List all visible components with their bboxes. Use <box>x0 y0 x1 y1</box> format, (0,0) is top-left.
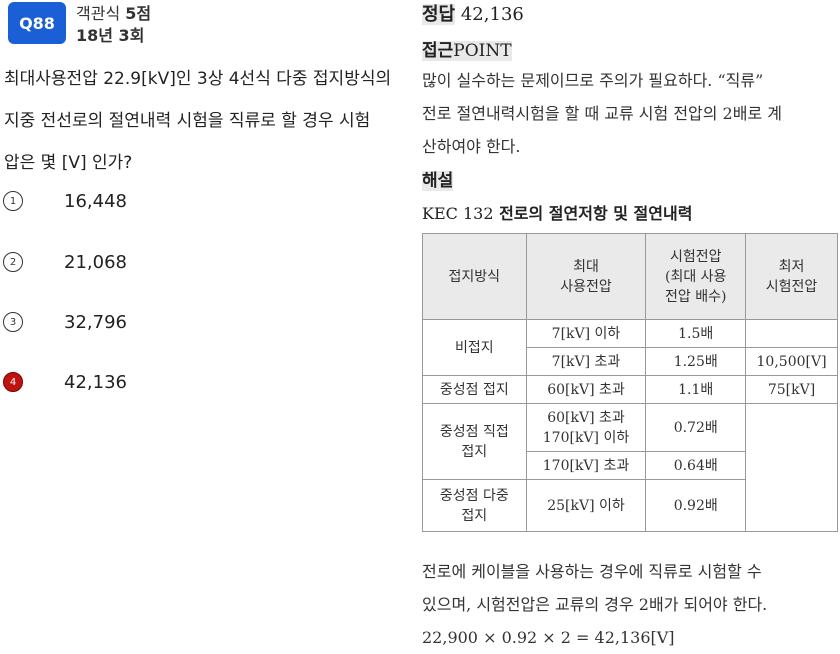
table-row: 중성점 접지 60[kV] 초과 1.1배 75[kV] <box>422 375 838 404</box>
header-max-voltage: 최대 사용전압 <box>525 233 647 320</box>
question-text: 최대사용전압 22.9[kV]인 3상 4선식 다중 접지방식의 지중 전선로의… <box>4 58 419 184</box>
approach-line: 전로 절연내력시험을 할 때 교류 시험 전압의 2배로 계 <box>422 104 782 123</box>
cell-voltage: 7[kV] 초과 <box>525 347 647 376</box>
choice-number-circle: 2 <box>3 252 23 272</box>
table-row: 7[kV] 초과 1.25배 10,500[V] <box>423 347 838 376</box>
cell-method: 중성점 다중 접지 <box>422 479 527 532</box>
header-test-voltage: 시험전압 (최대 사용 전압 배수) <box>645 233 747 320</box>
answer-line: 정답 42,136 <box>422 0 524 26</box>
cell-min <box>745 319 838 348</box>
cell-min-empty <box>745 403 838 532</box>
choice-value: 16,448 <box>64 190 127 212</box>
cell-method: 비접지 <box>422 319 527 376</box>
cell-multiple: 0.92배 <box>645 479 747 532</box>
header-min-voltage: 최저 시험전압 <box>745 233 838 320</box>
cell-multiple: 1.1배 <box>645 375 747 404</box>
cell-multiple: 1.25배 <box>645 347 747 376</box>
table-row: 비접지 7[kV] 이하 1.5배 <box>422 319 838 376</box>
cell-multiple: 1.5배 <box>645 319 747 348</box>
kec-title: KEC 132 전로의 절연저항 및 절연내력 <box>422 200 692 224</box>
insulation-test-table: 접지방식 최대 사용전압 시험전압 (최대 사용 전압 배수) 최저 시험전압 비접지 … <box>422 233 838 532</box>
cell-method: 중성점 직접 접지 <box>422 403 527 480</box>
explanation-line: 전로에 케이블을 사용하는 경우에 직류로 시험할 수 <box>422 562 762 581</box>
choice-value: 42,136 <box>64 371 127 393</box>
cell-multiple: 0.72배 <box>645 403 747 452</box>
explanation-heading: 해설 <box>422 166 454 191</box>
kec-code: KEC 132 <box>422 204 494 223</box>
cell-voltage: 170[kV] 초과 <box>525 451 647 480</box>
choice-number-circle: 1 <box>3 191 23 211</box>
approach-text: 많이 실수하는 문제이므로 주의가 필요하다. “직류” 전로 절연내력시험을 … <box>422 64 840 163</box>
question-line: 지중 전선로의 절연내력 시험을 직류로 할 경우 시험 <box>4 111 371 131</box>
approach-heading: 접근POINT <box>422 36 512 61</box>
approach-point: POINT <box>453 41 512 61</box>
explanation-label: 해설 <box>422 171 454 191</box>
table-row: 170[kV] 초과 0.64배 <box>423 451 838 480</box>
answer-value: 42,136 <box>460 4 524 25</box>
question-line: 압은 몇 [V] 인가? <box>4 153 133 173</box>
question-points: 5점 <box>125 4 152 23</box>
explanation-text: 전로에 케이블을 사용하는 경우에 직류로 시험할 수 있으며, 시험전압은 교… <box>422 555 840 654</box>
question-number-badge: Q88 <box>8 2 66 44</box>
question-type-label: 객관식 <box>76 4 121 23</box>
choice-3[interactable]: 3 32,796 <box>0 307 300 337</box>
header-method: 접지방식 <box>422 233 527 320</box>
cell-voltage: 60[kV] 초과 170[kV] 이하 <box>525 403 647 452</box>
exam-session: 18년 3회 <box>76 26 145 45</box>
cell-voltage: 7[kV] 이하 <box>525 319 647 348</box>
choice-1[interactable]: 1 16,448 <box>0 186 300 216</box>
answer-label: 정답 <box>422 4 456 25</box>
approach-line: 산하여야 한다. <box>422 137 521 156</box>
cell-min: 10,500[V] <box>745 347 838 376</box>
cell-voltage: 60[kV] 초과 <box>525 375 647 404</box>
choice-value: 21,068 <box>64 251 127 273</box>
cell-voltage: 25[kV] 이하 <box>525 479 647 532</box>
choice-number-circle: 3 <box>3 312 23 332</box>
approach-line: 많이 실수하는 문제이므로 주의가 필요하다. “직류” <box>422 71 764 90</box>
question-type: 객관식 5점 <box>76 0 151 24</box>
kec-title-text: 전로의 절연저항 및 절연내력 <box>499 204 693 223</box>
cell-min: 75[kV] <box>745 375 838 404</box>
approach-label: 접근 <box>422 41 454 61</box>
selected-choice-circle: 4 <box>3 372 23 392</box>
table-row: 중성점 직접 접지 60[kV] 초과 170[kV] 이하 0.72배 <box>422 403 838 532</box>
explanation-formula: 22,900 × 0.92 × 2 = 42,136[V] <box>422 628 675 647</box>
table-header-row: 접지방식 최대 사용전압 시험전압 (최대 사용 전압 배수) 최저 시험전압 <box>422 233 838 320</box>
choice-value: 32,796 <box>64 311 127 333</box>
question-line: 최대사용전압 22.9[kV]인 3상 4선식 다중 접지방식의 <box>4 69 392 89</box>
cell-multiple: 0.64배 <box>645 451 747 480</box>
explanation-line: 있으며, 시험전압은 교류의 경우 2배가 되어야 한다. <box>422 595 768 614</box>
cell-method: 중성점 접지 <box>422 375 527 404</box>
table-row: 중성점 다중 접지 25[kV] 이하 0.92배 <box>422 479 838 532</box>
choice-2[interactable]: 2 21,068 <box>0 247 300 277</box>
choice-4-selected[interactable]: 4 42,136 <box>0 367 300 397</box>
